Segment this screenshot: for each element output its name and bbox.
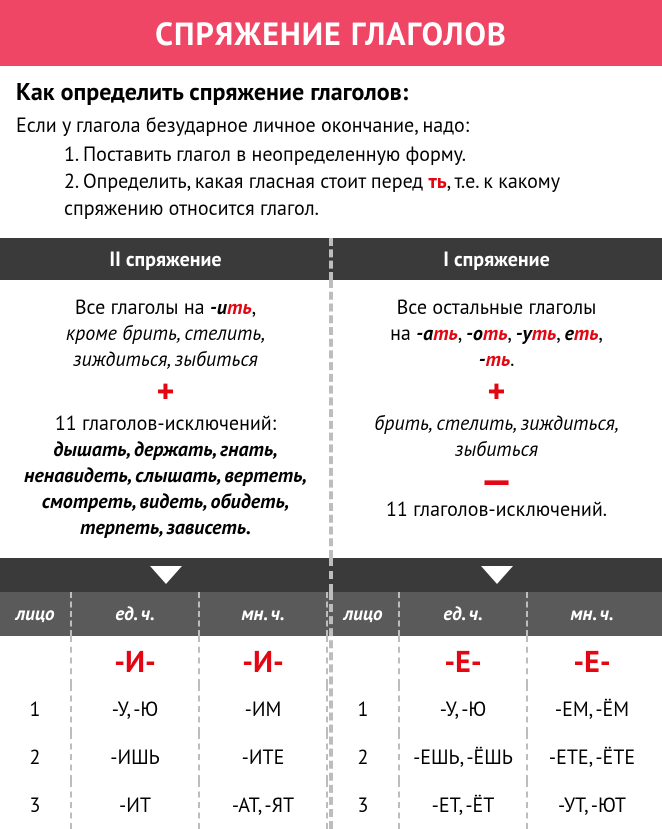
right-line-5: 11 глаголов-исключений.	[349, 496, 644, 522]
infographic-page: { "title": "СПРЯЖЕНИЕ ГЛАГОЛОВ", "intro"…	[0, 0, 662, 829]
th-ed: ед. ч.	[400, 592, 528, 636]
left-line-1: Все глаголы на -ить,	[18, 294, 313, 320]
rules-left: Все глаголы на -ить, кроме брить, стелит…	[0, 280, 331, 558]
left-line-3: 11 глаголов-исключений:	[18, 410, 313, 436]
intro-heading: Как определить спряжение глаголов:	[16, 76, 646, 108]
intro-block: Как определить спряжение глаголов: Если …	[0, 66, 662, 238]
vertical-divider	[329, 238, 333, 280]
arrow-row	[0, 558, 662, 592]
col-header-right: I спряжение	[331, 238, 662, 280]
plus-icon: +	[18, 374, 313, 408]
th-lico: лицо	[328, 592, 400, 636]
vowel-left: -И-	[72, 636, 200, 685]
rules-right: Все остальные глаголы на -ать, -оть, -ут…	[331, 280, 662, 558]
title-bar: СПРЯЖЕНИЕ ГЛАГОЛОВ	[0, 0, 662, 66]
plus-icon: +	[349, 374, 644, 408]
th-lico: лицо	[0, 592, 72, 636]
col-header-left: II спряжение	[0, 238, 331, 280]
right-line-2: на -ать, -оть, -уть, еть,	[349, 320, 644, 346]
intro-lead: Если у глагола безударное личное окончан…	[16, 112, 646, 139]
th-mn: мн. ч.	[528, 592, 656, 636]
vertical-divider	[329, 280, 333, 558]
th-mn: мн. ч.	[200, 592, 328, 636]
left-line-2: кроме брить, стелить, зиждиться, зыбитьс…	[18, 320, 313, 372]
page-title: СПРЯЖЕНИЕ ГЛАГОЛОВ	[155, 12, 507, 54]
vowel-left: -И-	[200, 636, 328, 685]
triangle-down-icon	[150, 566, 182, 584]
th-ed: ед. ч.	[72, 592, 200, 636]
left-exceptions: дышать, держать, гнать, ненавидеть, слыш…	[18, 436, 313, 540]
right-line-1: Все остальные глаголы	[349, 294, 644, 320]
intro-step-1: 1. Поставить глагол в неопределенную фор…	[64, 141, 646, 168]
vertical-divider	[329, 592, 333, 829]
triangle-down-icon	[481, 566, 513, 584]
vertical-divider	[329, 558, 333, 592]
rules-row: Все глаголы на -ить, кроме брить, стелит…	[0, 280, 662, 558]
intro-step-2: 2. Определить, какая гласная стоит перед…	[64, 168, 646, 222]
column-headers: II спряжение I спряжение	[0, 238, 662, 280]
vowel-right: -Е-	[528, 636, 656, 685]
minus-icon: —	[349, 468, 644, 492]
vowel-right: -Е-	[400, 636, 528, 685]
intro-steps: 1. Поставить глагол в неопределенную фор…	[64, 141, 646, 222]
conjugation-table: лицо ед. ч. мн. ч. лицо ед. ч. мн. ч. -И…	[0, 592, 662, 829]
